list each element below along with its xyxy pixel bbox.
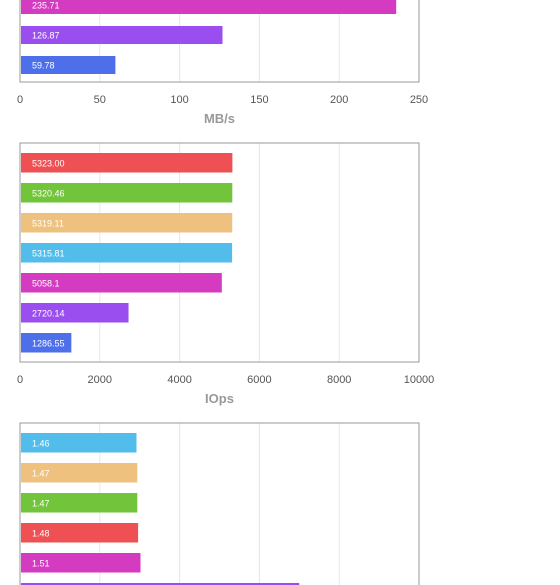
chart1-tick-label: 250 [410, 94, 428, 106]
chart2-tick-label: 4000 [167, 374, 191, 386]
chart2-tick-label: 2000 [88, 374, 112, 386]
chart2-bar [21, 333, 72, 353]
chart2-bar [21, 153, 233, 173]
chart2-tick-label: 0 [17, 374, 23, 386]
chart1-bar-label: 235.71 [32, 1, 60, 11]
chart1-axis-label: MB/s [204, 111, 235, 126]
chart2-tick-label: 8000 [327, 374, 351, 386]
chart2-bar-label: 5315.81 [32, 248, 65, 258]
chart3-bar-label: 1.47 [32, 468, 50, 478]
chart1-bar-label: 126.87 [32, 31, 60, 41]
chart2-bar [21, 243, 233, 263]
chart3-bar [21, 433, 137, 453]
chart2-bar-label: 2720.14 [32, 308, 65, 318]
chart2-bar [21, 183, 233, 203]
chart1-bar [21, 56, 116, 74]
chart2-plot-frame [19, 142, 420, 363]
chart3-bar-label: 1.46 [32, 438, 50, 448]
chart2-bar-label: 5320.46 [32, 188, 65, 198]
chart2-bar-label: 5058.1 [32, 278, 60, 288]
chart3-bar [21, 523, 139, 543]
chart1-tick-label: 100 [170, 94, 188, 106]
chart3-bar-label: 1.47 [32, 498, 50, 508]
chart3-bar [21, 583, 300, 585]
chart1-bar [21, 0, 397, 14]
chart1-bar-label: 59.78 [32, 61, 55, 71]
chart3-plot-frame [19, 422, 420, 585]
chart2-tick-label: 6000 [247, 374, 271, 386]
chart1-tick-label: 50 [94, 94, 106, 106]
chart1-bar [21, 26, 223, 44]
chart2-axis-label: IOps [205, 391, 234, 406]
chart1-tick-label: 0 [17, 94, 23, 106]
chart2-tick-label: 10000 [404, 374, 435, 386]
chart1-tick-label: 150 [250, 94, 268, 106]
chart3-bar-label: 1.51 [32, 558, 50, 568]
chart3-bar [21, 553, 141, 573]
chart2-bar-label: 1286.55 [32, 338, 65, 348]
chart2-bar-label: 5323.00 [32, 158, 65, 168]
chart2-bar [21, 303, 129, 323]
chart2-bar [21, 213, 233, 233]
chart1-plot-frame [19, 0, 420, 83]
chart1-tick-label: 200 [330, 94, 348, 106]
chart2-bar [21, 273, 222, 293]
chart3-bar-label: 1.48 [32, 528, 50, 538]
chart2-bar-label: 5319.11 [32, 218, 64, 228]
chart3-bar [21, 463, 138, 483]
chart3-bar [21, 493, 138, 513]
